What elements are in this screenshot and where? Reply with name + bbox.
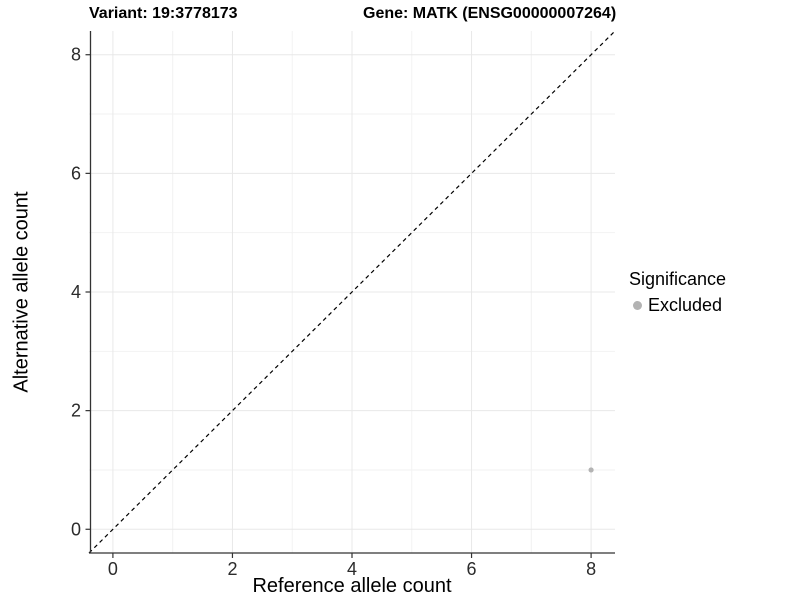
y-tick-label: 2 bbox=[71, 401, 81, 421]
y-tick-label: 8 bbox=[71, 45, 81, 65]
x-tick-label: 6 bbox=[467, 559, 477, 579]
data-point bbox=[588, 467, 594, 473]
y-axis-title: Alternative allele count bbox=[10, 191, 33, 393]
y-tick-label: 4 bbox=[71, 282, 81, 302]
legend-title: Significance bbox=[629, 269, 727, 289]
variant-title: Variant: 19:3778173 bbox=[89, 5, 238, 22]
identity-line bbox=[88, 30, 616, 554]
x-tick-label: 2 bbox=[227, 559, 237, 579]
y-tick-label: 6 bbox=[71, 163, 81, 183]
x-tick-label: 0 bbox=[108, 559, 118, 579]
x-tick-label: 8 bbox=[586, 559, 596, 579]
excluded-point-icon bbox=[633, 300, 642, 310]
y-tick-label: 0 bbox=[71, 519, 81, 539]
legend-item-excluded: Excluded bbox=[629, 295, 726, 316]
gene-title: Gene: MATK (ENSG00000007264) bbox=[363, 5, 617, 22]
x-tick-label: 4 bbox=[347, 559, 357, 579]
x-axis-title: Reference allele count bbox=[252, 575, 452, 597]
legend-item-label: Excluded bbox=[648, 294, 723, 315]
legend: Significance Excluded bbox=[629, 269, 726, 316]
